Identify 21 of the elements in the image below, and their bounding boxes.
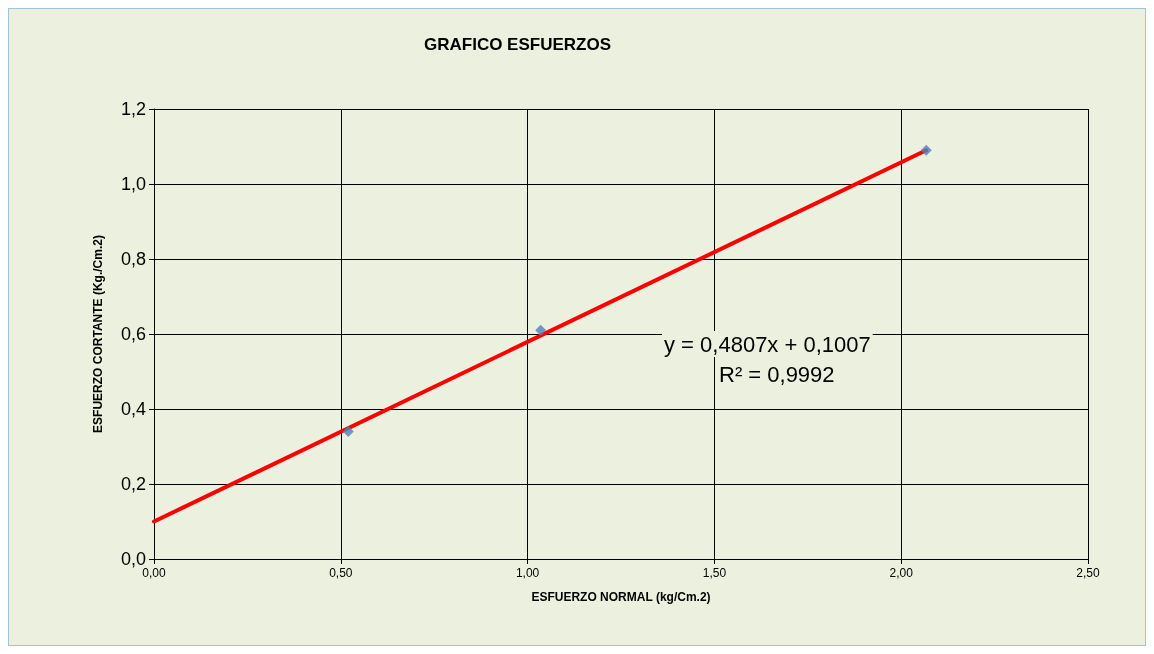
x-tick-label: 1,00 bbox=[515, 566, 540, 580]
x-tick-label: 1,50 bbox=[702, 566, 727, 580]
annotation: R² = 0,9992 bbox=[719, 361, 835, 387]
y-tick-label: 0,4 bbox=[120, 399, 146, 419]
x-tick-label: 0,50 bbox=[329, 566, 353, 580]
x-tick-label: 0,00 bbox=[142, 566, 166, 580]
y-tick-label: 0,0 bbox=[120, 549, 146, 569]
y-tick-label: 1,2 bbox=[120, 99, 146, 119]
point bbox=[920, 144, 932, 156]
x-tick-label: 2,50 bbox=[1076, 566, 1100, 580]
point bbox=[342, 426, 354, 437]
x-tick-label: 2,00 bbox=[889, 566, 914, 580]
y-tick-label: 1,0 bbox=[120, 174, 146, 194]
y-tick-label: 0,2 bbox=[120, 474, 146, 494]
y-tick-label: 0,6 bbox=[120, 324, 146, 344]
y-axis-title: ESFUERZO CORTANTE (Kg./Cm.2) bbox=[91, 235, 105, 433]
chart-title: GRAFICO ESFUERZOS bbox=[424, 35, 612, 54]
y-tick-label: 0,8 bbox=[120, 249, 146, 269]
point bbox=[535, 324, 547, 336]
annotation: y = 0,4807x + 0,1007 bbox=[664, 331, 871, 357]
x-axis-title: ESFUERZO NORMAL (kg/Cm.2) bbox=[531, 590, 711, 604]
